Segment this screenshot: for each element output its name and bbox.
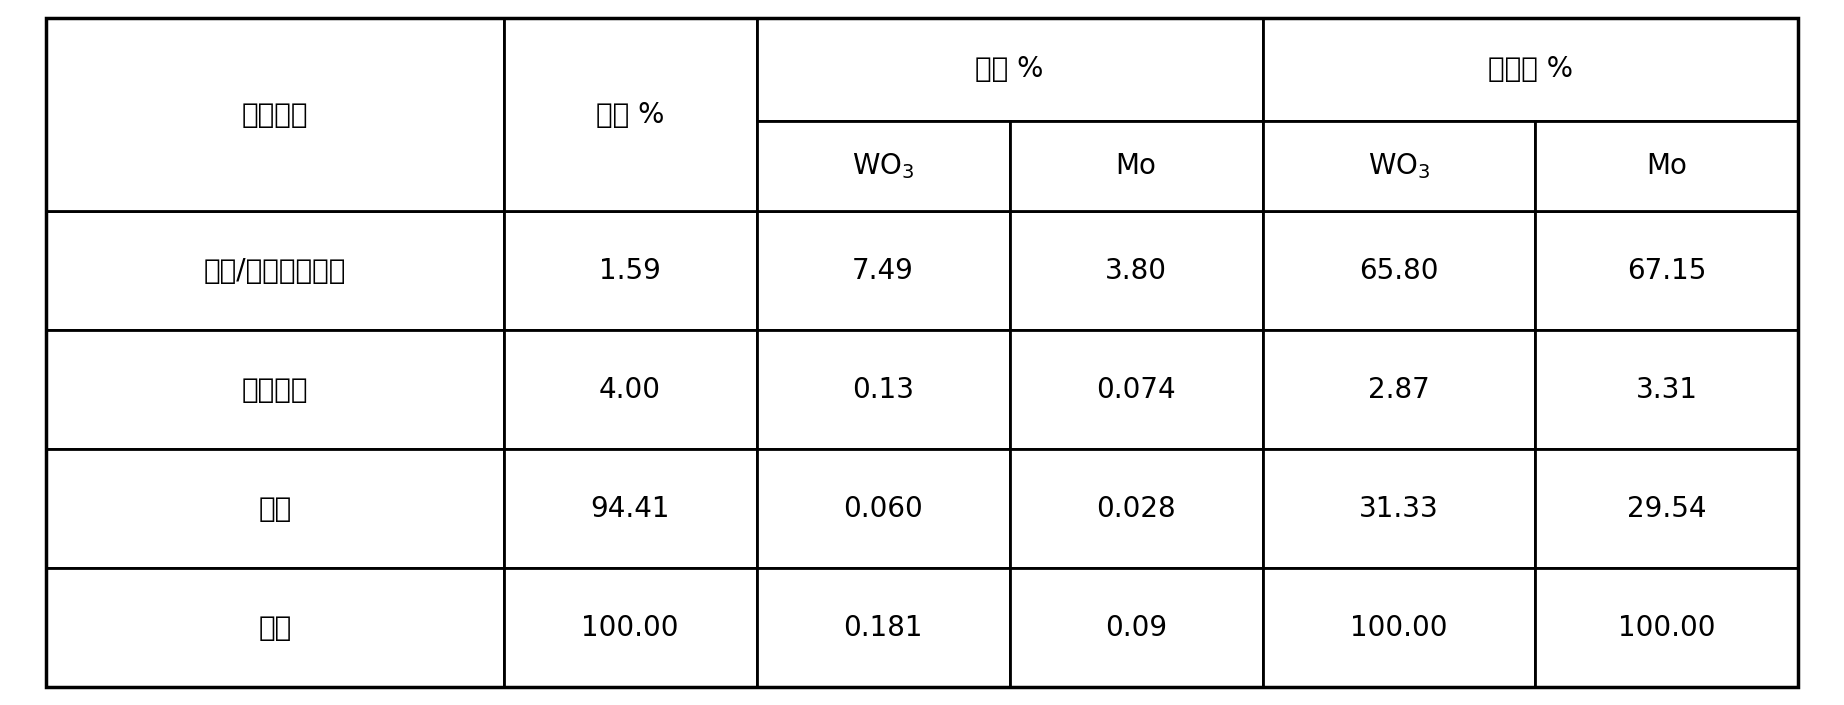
Text: 回收率 %: 回收率 % — [1488, 56, 1573, 83]
Text: 尾矿: 尾矿 — [258, 495, 291, 523]
Text: 29.54: 29.54 — [1626, 495, 1706, 523]
Polygon shape — [503, 18, 756, 211]
Text: $\mathrm{WO_3}$: $\mathrm{WO_3}$ — [1368, 152, 1431, 181]
Text: 100.00: 100.00 — [1350, 614, 1448, 642]
Polygon shape — [46, 449, 503, 568]
Text: 94.41: 94.41 — [590, 495, 669, 523]
Text: 脱泥尾矿: 脱泥尾矿 — [242, 376, 308, 404]
Text: 3.31: 3.31 — [1636, 376, 1698, 404]
Text: 2.87: 2.87 — [1368, 376, 1429, 404]
Text: 4.00: 4.00 — [599, 376, 660, 404]
Text: 3.80: 3.80 — [1105, 257, 1167, 285]
Text: 0.060: 0.060 — [843, 495, 924, 523]
Polygon shape — [1534, 212, 1798, 331]
Text: 0.028: 0.028 — [1097, 495, 1176, 523]
Polygon shape — [46, 18, 503, 211]
Text: 给矿: 给矿 — [258, 614, 291, 642]
Text: $\mathrm{WO_3}$: $\mathrm{WO_3}$ — [852, 152, 915, 181]
Polygon shape — [756, 449, 1011, 568]
Text: 100.00: 100.00 — [1617, 614, 1715, 642]
Polygon shape — [1263, 212, 1534, 331]
Text: 0.074: 0.074 — [1097, 376, 1176, 404]
Polygon shape — [1263, 121, 1534, 212]
Polygon shape — [503, 449, 756, 568]
Polygon shape — [1011, 212, 1263, 331]
Polygon shape — [46, 331, 503, 449]
Polygon shape — [1011, 449, 1263, 568]
Polygon shape — [756, 18, 1263, 121]
Polygon shape — [46, 212, 503, 331]
Text: 65.80: 65.80 — [1359, 257, 1438, 285]
Polygon shape — [503, 331, 756, 449]
Text: 31.33: 31.33 — [1359, 495, 1438, 523]
Text: 0.09: 0.09 — [1105, 614, 1167, 642]
Polygon shape — [756, 568, 1011, 687]
Polygon shape — [756, 331, 1011, 449]
Polygon shape — [1263, 568, 1534, 687]
Text: 品位 %: 品位 % — [975, 56, 1044, 83]
Polygon shape — [1263, 18, 1798, 121]
Text: Mo: Mo — [1647, 152, 1687, 180]
Polygon shape — [1263, 449, 1534, 568]
Polygon shape — [1011, 568, 1263, 687]
Polygon shape — [1263, 331, 1534, 449]
Text: 0.181: 0.181 — [843, 614, 922, 642]
Polygon shape — [1534, 121, 1798, 212]
Polygon shape — [756, 121, 1011, 212]
Text: 白鹨/氧化馒粗精矿: 白鹨/氧化馒粗精矿 — [203, 257, 347, 285]
Polygon shape — [756, 212, 1011, 331]
Text: 0.13: 0.13 — [852, 376, 915, 404]
Text: 产品名称: 产品名称 — [242, 101, 308, 128]
Polygon shape — [46, 568, 503, 687]
Polygon shape — [1534, 449, 1798, 568]
Polygon shape — [1534, 331, 1798, 449]
Text: 67.15: 67.15 — [1626, 257, 1706, 285]
Text: 7.49: 7.49 — [852, 257, 915, 285]
Text: 1.59: 1.59 — [599, 257, 660, 285]
Text: 100.00: 100.00 — [581, 614, 679, 642]
Polygon shape — [1011, 331, 1263, 449]
Polygon shape — [1534, 568, 1798, 687]
Polygon shape — [503, 212, 756, 331]
Text: 产率 %: 产率 % — [596, 101, 664, 128]
Polygon shape — [503, 568, 756, 687]
Text: Mo: Mo — [1116, 152, 1156, 180]
Polygon shape — [1011, 121, 1263, 212]
